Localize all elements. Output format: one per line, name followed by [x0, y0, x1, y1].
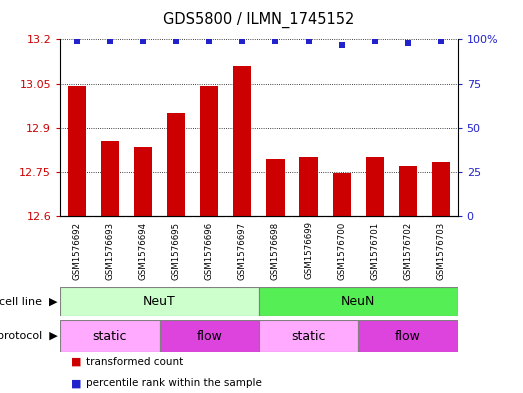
Text: GSM1576693: GSM1576693: [105, 222, 115, 280]
Text: cell line  ▶: cell line ▶: [0, 297, 58, 307]
Text: static: static: [93, 329, 127, 343]
Bar: [358, 320, 458, 352]
Point: [404, 40, 412, 46]
Text: GSM1576701: GSM1576701: [370, 222, 379, 280]
Bar: [333, 173, 351, 216]
Bar: [300, 157, 317, 216]
Text: NeuT: NeuT: [143, 295, 176, 308]
Bar: [160, 320, 259, 352]
Text: GSM1576699: GSM1576699: [304, 222, 313, 279]
Bar: [259, 320, 358, 352]
Bar: [200, 86, 218, 216]
Bar: [134, 147, 152, 216]
Text: GSM1576695: GSM1576695: [172, 222, 180, 280]
Point: [304, 38, 313, 44]
Text: GSM1576692: GSM1576692: [72, 222, 81, 280]
Point: [271, 38, 280, 44]
Bar: [259, 287, 458, 316]
Text: GSM1576698: GSM1576698: [271, 222, 280, 280]
Bar: [266, 159, 285, 216]
Text: GSM1576696: GSM1576696: [204, 222, 214, 280]
Text: percentile rank within the sample: percentile rank within the sample: [86, 378, 262, 388]
Point: [371, 38, 379, 44]
Text: transformed count: transformed count: [86, 356, 184, 367]
Text: flow: flow: [196, 329, 222, 343]
Bar: [67, 86, 86, 216]
Bar: [432, 162, 450, 216]
Point: [437, 38, 445, 44]
Bar: [399, 166, 417, 216]
Text: GSM1576697: GSM1576697: [238, 222, 247, 280]
Point: [337, 41, 346, 48]
Text: GSM1576700: GSM1576700: [337, 222, 346, 280]
Text: NeuN: NeuN: [341, 295, 376, 308]
Text: GDS5800 / ILMN_1745152: GDS5800 / ILMN_1745152: [163, 12, 355, 28]
Point: [205, 38, 213, 44]
Point: [106, 38, 114, 44]
Bar: [167, 113, 185, 216]
Text: ■: ■: [71, 378, 81, 388]
Text: GSM1576694: GSM1576694: [139, 222, 147, 280]
Bar: [101, 141, 119, 216]
Bar: [366, 157, 384, 216]
Bar: [60, 320, 160, 352]
Text: protocol  ▶: protocol ▶: [0, 331, 58, 341]
Text: ■: ■: [71, 356, 81, 367]
Text: static: static: [291, 329, 326, 343]
Point: [139, 38, 147, 44]
Point: [73, 38, 81, 44]
Bar: [60, 287, 259, 316]
Text: flow: flow: [395, 329, 421, 343]
Point: [238, 38, 246, 44]
Text: GSM1576703: GSM1576703: [437, 222, 446, 280]
Point: [172, 38, 180, 44]
Bar: [233, 66, 252, 216]
Text: GSM1576702: GSM1576702: [403, 222, 413, 280]
